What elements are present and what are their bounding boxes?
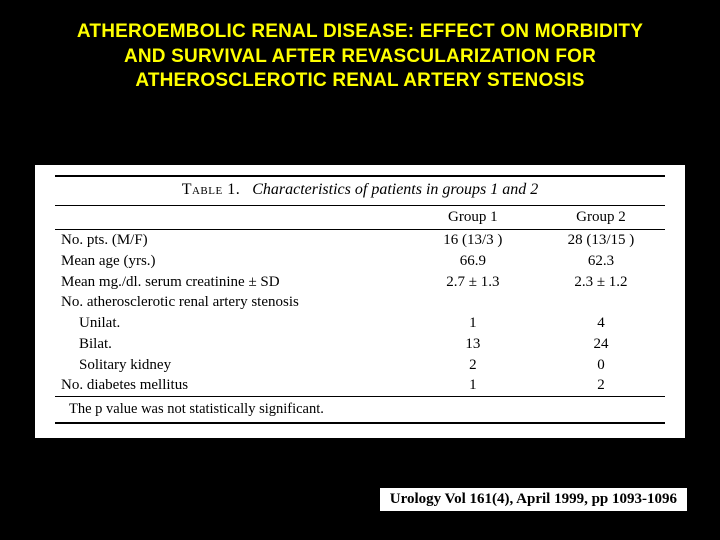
title-line-2: AND SURVIVAL AFTER REVASCULARIZATION FOR: [124, 46, 596, 67]
row-label: No. atherosclerotic renal artery stenosi…: [55, 292, 409, 313]
table-body: No. pts. (M/F) 16 (13/3 ) 28 (13/15 ) Me…: [55, 230, 665, 397]
table-row: Bilat. 13 24: [55, 334, 665, 355]
citation-text: Urology Vol 161(4), April 1999, pp 1093-…: [390, 491, 677, 507]
cell-g2: 0: [537, 355, 665, 376]
cell-g1: 16 (13/3 ): [409, 230, 537, 251]
row-label: Unilat.: [55, 313, 409, 334]
row-label: No. diabetes mellitus: [55, 375, 409, 396]
table-row: No. atherosclerotic renal artery stenosi…: [55, 292, 665, 313]
citation-box: Urology Vol 161(4), April 1999, pp 1093-…: [379, 487, 688, 512]
cell-g2: 2.3 ± 1.2: [537, 272, 665, 293]
row-label: No. pts. (M/F): [55, 230, 409, 251]
slide-title: ATHEROEMBOLIC RENAL DISEASE: EFFECT ON M…: [60, 20, 660, 94]
table-row: No. pts. (M/F) 16 (13/3 ) 28 (13/15 ): [55, 230, 665, 251]
table-row: Mean mg./dl. serum creatinine ± SD 2.7 ±…: [55, 272, 665, 293]
row-label: Bilat.: [55, 334, 409, 355]
table-footnote: The p value was not statistically signif…: [55, 396, 665, 424]
table-row: No. diabetes mellitus 1 2: [55, 375, 665, 396]
cell-g1: 13: [409, 334, 537, 355]
row-label: Solitary kidney: [55, 355, 409, 376]
cell-g1: 66.9: [409, 251, 537, 272]
table-caption: Table 1. Characteristics of patients in …: [55, 175, 665, 206]
cell-g1: 2: [409, 355, 537, 376]
cell-g1: 1: [409, 375, 537, 396]
characteristics-table: Group 1 Group 2 No. pts. (M/F) 16 (13/3 …: [55, 206, 665, 396]
col-header-blank: [55, 206, 409, 230]
cell-g2: 4: [537, 313, 665, 334]
row-label: Mean age (yrs.): [55, 251, 409, 272]
title-heading: ATHEROEMBOLIC RENAL DISEASE: EFFECT ON M…: [60, 20, 660, 94]
title-line-3: ATHEROSCLEROTIC RENAL ARTERY STENOSIS: [135, 70, 584, 91]
cell-g2: 2: [537, 375, 665, 396]
cell-g1: 2.7 ± 1.3: [409, 272, 537, 293]
table-row: Unilat. 1 4: [55, 313, 665, 334]
table-row: Mean age (yrs.) 66.9 62.3: [55, 251, 665, 272]
title-line-1: ATHEROEMBOLIC RENAL DISEASE: EFFECT ON M…: [77, 21, 643, 42]
table-panel: Table 1. Characteristics of patients in …: [35, 165, 685, 438]
row-label: Mean mg./dl. serum creatinine ± SD: [55, 272, 409, 293]
cell-g2: 28 (13/15 ): [537, 230, 665, 251]
col-header-group1: Group 1: [409, 206, 537, 230]
cell-g2: 62.3: [537, 251, 665, 272]
table-caption-text: Characteristics of patients in groups 1 …: [252, 181, 538, 198]
table-caption-label: Table 1.: [182, 181, 241, 198]
cell-g2: [537, 292, 665, 313]
table-header-row: Group 1 Group 2: [55, 206, 665, 230]
cell-g1: [409, 292, 537, 313]
table-row: Solitary kidney 2 0: [55, 355, 665, 376]
cell-g2: 24: [537, 334, 665, 355]
cell-g1: 1: [409, 313, 537, 334]
col-header-group2: Group 2: [537, 206, 665, 230]
